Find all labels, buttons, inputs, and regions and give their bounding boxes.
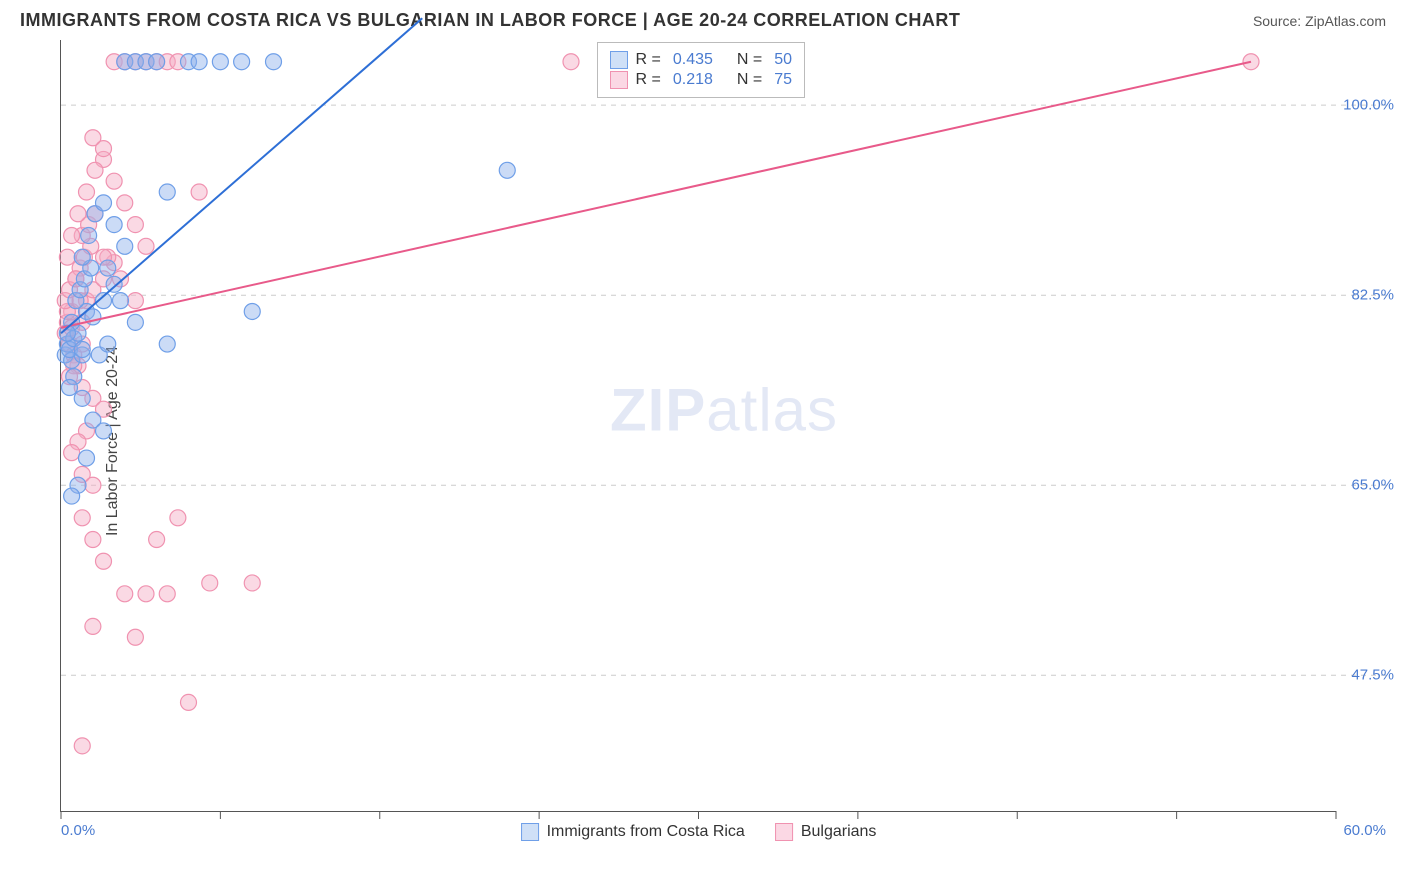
scatter-point xyxy=(138,238,154,254)
legend-swatch xyxy=(775,823,793,841)
trend-line xyxy=(61,62,1251,328)
y-tick-label: 82.5% xyxy=(1351,287,1394,304)
scatter-point xyxy=(113,293,129,309)
scatter-point xyxy=(79,184,95,200)
chart-area: In Labor Force | Age 20-24 ZIPatlas R =0… xyxy=(30,40,1396,842)
series-legend-item: Bulgarians xyxy=(775,823,877,841)
scatter-point xyxy=(96,195,112,211)
chart-title: IMMIGRANTS FROM COSTA RICA VS BULGARIAN … xyxy=(20,10,960,31)
x-axis-min-label: 0.0% xyxy=(61,822,95,839)
scatter-point xyxy=(127,217,143,233)
scatter-point xyxy=(96,141,112,157)
scatter-point xyxy=(106,173,122,189)
y-tick-label: 65.0% xyxy=(1351,477,1394,494)
scatter-point xyxy=(85,532,101,548)
legend-n-value: 50 xyxy=(774,51,792,69)
scatter-point xyxy=(244,303,260,319)
legend-label: Immigrants from Costa Rica xyxy=(547,823,745,841)
scatter-point xyxy=(106,276,122,292)
plot-region: ZIPatlas R =0.435N =50R =0.218N =75 Immi… xyxy=(60,40,1336,812)
scatter-point xyxy=(159,586,175,602)
series-legend: Immigrants from Costa Rica Bulgarians xyxy=(521,823,877,841)
legend-n-value: 75 xyxy=(774,71,792,89)
scatter-point xyxy=(234,54,250,70)
x-axis-max-label: 60.0% xyxy=(1343,822,1386,839)
scatter-point xyxy=(87,162,103,178)
scatter-point xyxy=(127,314,143,330)
scatter-point xyxy=(85,618,101,634)
scatter-point xyxy=(159,336,175,352)
scatter-point xyxy=(64,488,80,504)
scatter-point xyxy=(244,575,260,591)
scatter-point xyxy=(117,195,133,211)
scatter-point xyxy=(149,532,165,548)
legend-row: R = 0.218 N = 75 xyxy=(610,71,793,89)
scatter-point xyxy=(117,586,133,602)
legend-swatch xyxy=(610,51,628,69)
scatter-point xyxy=(266,54,282,70)
scatter-point xyxy=(212,54,228,70)
scatter-point xyxy=(64,227,80,243)
scatter-point xyxy=(106,217,122,233)
scatter-point xyxy=(74,341,90,357)
scatter-point xyxy=(64,445,80,461)
legend-label: Bulgarians xyxy=(801,823,877,841)
legend-r-value: 0.218 xyxy=(673,71,713,89)
legend-r-value: 0.435 xyxy=(673,51,713,69)
scatter-point xyxy=(59,249,75,265)
scatter-point xyxy=(74,390,90,406)
y-tick-label: 47.5% xyxy=(1351,667,1394,684)
series-legend-item: Immigrants from Costa Rica xyxy=(521,823,745,841)
scatter-point xyxy=(159,184,175,200)
legend-swatch xyxy=(521,823,539,841)
scatter-point xyxy=(127,629,143,645)
scatter-point xyxy=(85,477,101,493)
legend-swatch xyxy=(610,71,628,89)
scatter-point xyxy=(202,575,218,591)
scatter-point xyxy=(191,184,207,200)
scatter-point xyxy=(100,336,116,352)
scatter-point xyxy=(96,553,112,569)
scatter-point xyxy=(1243,54,1259,70)
scatter-point xyxy=(191,54,207,70)
source-label: Source: ZipAtlas.com xyxy=(1253,13,1386,29)
scatter-point xyxy=(149,54,165,70)
scatter-point xyxy=(127,293,143,309)
scatter-point xyxy=(499,162,515,178)
scatter-point xyxy=(138,586,154,602)
scatter-point xyxy=(563,54,579,70)
scatter-point xyxy=(117,238,133,254)
scatter-point xyxy=(181,694,197,710)
legend-n-label: N = xyxy=(737,71,762,89)
correlation-legend: R = 0.435 N = 50 R = 0.218 N = 75 xyxy=(597,42,806,98)
scatter-point xyxy=(74,738,90,754)
scatter-point xyxy=(170,510,186,526)
legend-n-label: N = xyxy=(737,51,762,69)
scatter-point xyxy=(70,206,86,222)
scatter-svg xyxy=(61,40,1336,811)
y-tick-label: 100.0% xyxy=(1343,97,1394,114)
scatter-point xyxy=(79,450,95,466)
scatter-point xyxy=(74,249,90,265)
scatter-point xyxy=(100,260,116,276)
scatter-point xyxy=(74,510,90,526)
legend-r-label: R = xyxy=(636,51,661,69)
scatter-point xyxy=(96,423,112,439)
legend-row: R = 0.435 N = 50 xyxy=(610,51,793,69)
scatter-point xyxy=(81,227,97,243)
scatter-point xyxy=(62,379,78,395)
legend-r-label: R = xyxy=(636,71,661,89)
